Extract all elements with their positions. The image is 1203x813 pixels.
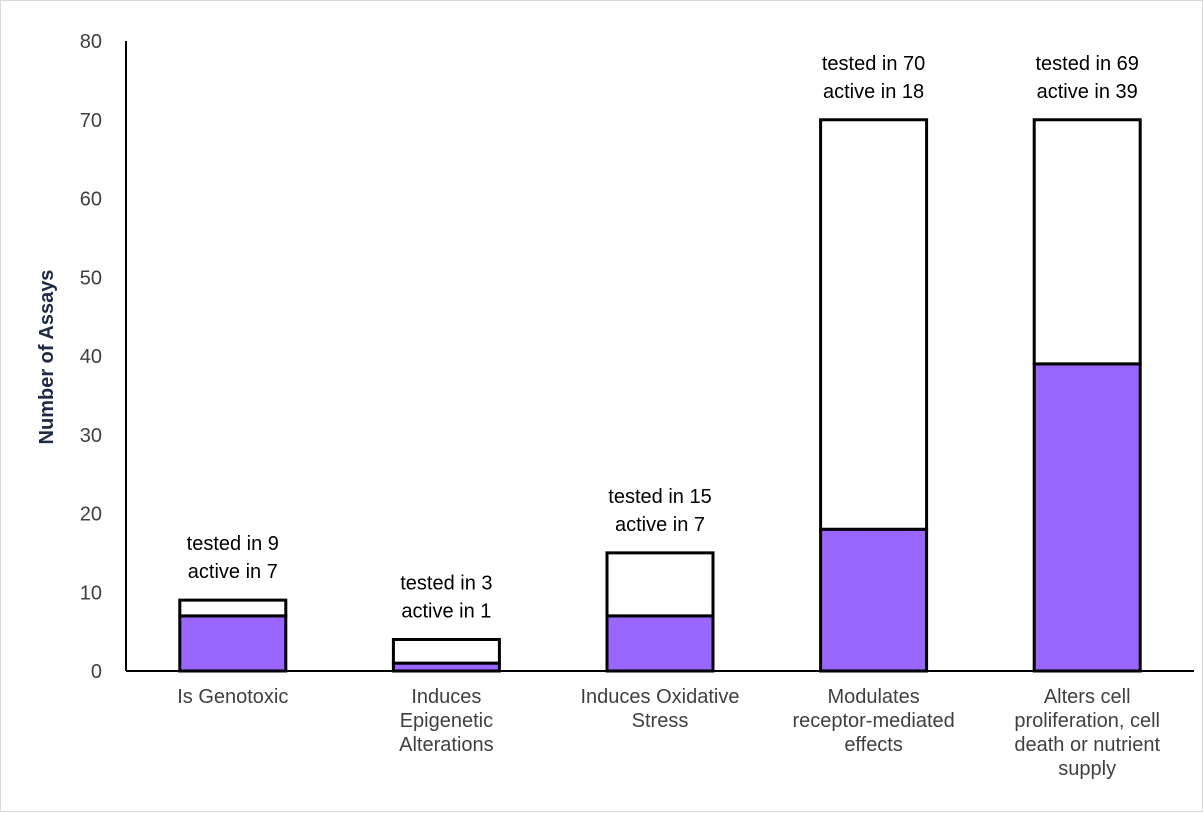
bar-segment [178, 614, 288, 673]
bar-annotation: tested in 3 [400, 573, 492, 595]
x-tick-label: Induces [411, 686, 481, 708]
y-tick-label: 60 [80, 189, 102, 211]
x-tick-label: proliferation, cell [1014, 710, 1160, 732]
bar-segment [819, 527, 929, 673]
bar-segment [1032, 118, 1142, 366]
bar-annotation: tested in 69 [1035, 53, 1138, 75]
y-tick-label: 50 [80, 267, 102, 289]
bar-annotation: tested in 9 [187, 533, 279, 555]
bar-annotation: tested in 70 [822, 53, 925, 75]
x-tick-label: death or nutrient [1014, 734, 1160, 756]
y-tick-label: 30 [80, 425, 102, 447]
x-tick-label: effects [844, 734, 903, 756]
bar-segment [178, 598, 288, 618]
y-tick-label: 80 [80, 31, 102, 53]
bar-segment [391, 638, 501, 665]
bar-annotation: active in 18 [823, 81, 924, 103]
x-tick-label: Is Genotoxic [177, 686, 288, 708]
y-tick-label: 70 [80, 110, 102, 132]
bars [178, 118, 1142, 673]
x-tick-label: Modulates [827, 686, 919, 708]
y-axis-label: Number of Assays [36, 270, 58, 445]
y-tick-label: 20 [80, 504, 102, 526]
x-tick-label: Stress [632, 710, 689, 732]
bar-annotations: tested in 9 active in 7 tested in 3 active … [187, 53, 1139, 623]
bar-annotation: active in 39 [1037, 81, 1138, 103]
bar-segment [605, 551, 715, 618]
bar-annotation: active in 7 [615, 514, 705, 536]
x-tick-label: Induces Oxidative [581, 686, 740, 708]
bar-annotation: active in 7 [188, 561, 278, 583]
y-axis-ticks: 0 10 20 30 40 50 60 70 80 [80, 31, 102, 683]
bar-segment [1032, 362, 1142, 673]
bar-annotation: active in 1 [401, 601, 491, 623]
x-tick-label: Epigenetic [400, 710, 493, 732]
bar-annotation: tested in 15 [608, 486, 711, 508]
category-labels: Is Genotoxic InducesEpigeneticAlterations… [177, 686, 1160, 780]
y-tick-label: 10 [80, 582, 102, 604]
x-tick-label: Alters cell [1044, 686, 1131, 708]
x-tick-label: Alterations [399, 734, 494, 756]
y-tick-label: 40 [80, 346, 102, 368]
x-tick-label: receptor-mediated [792, 710, 954, 732]
x-tick-label: supply [1058, 758, 1116, 780]
bar-segment [819, 118, 929, 531]
y-tick-label: 0 [91, 661, 102, 683]
bar-segment [605, 614, 715, 673]
